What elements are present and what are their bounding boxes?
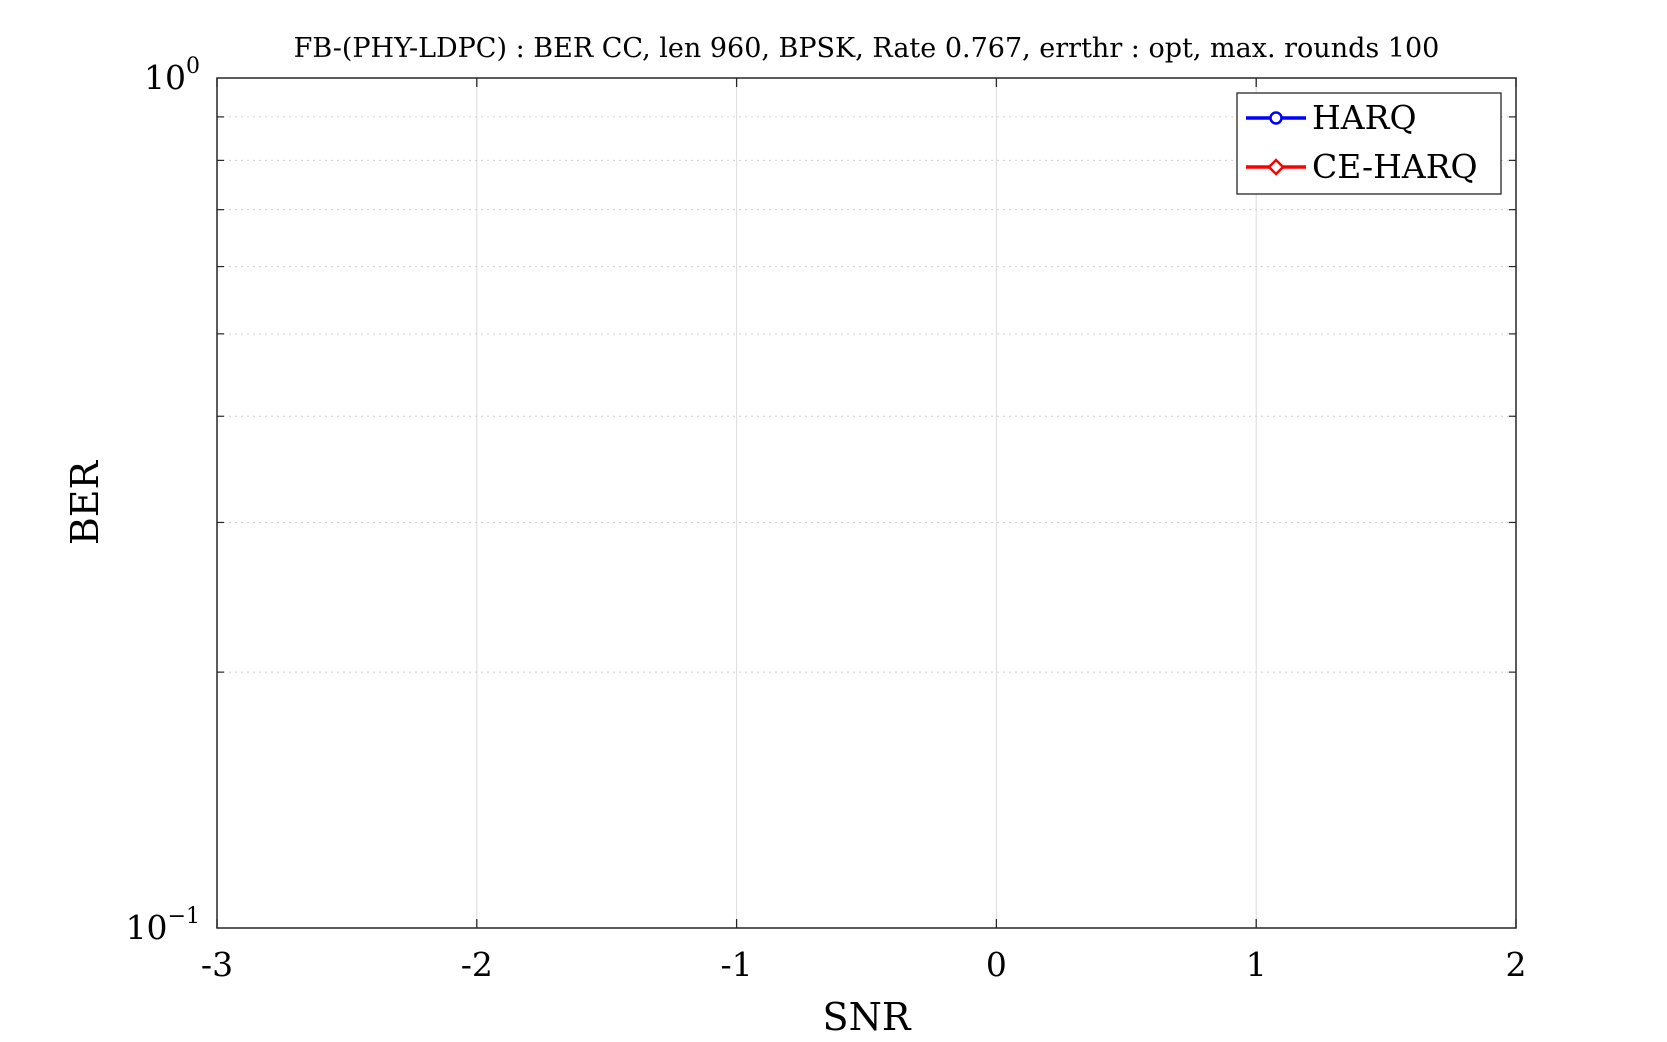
y-tick-base: 10 bbox=[144, 58, 186, 97]
y-tick-exponent: 0 bbox=[186, 54, 200, 79]
legend-box bbox=[1236, 92, 1502, 195]
x-tick-label: 0 bbox=[986, 945, 1007, 984]
x-tick-label: 1 bbox=[1246, 945, 1267, 984]
axis-ticks bbox=[216, 78, 1517, 928]
x-tick-label: -2 bbox=[461, 945, 493, 984]
legend-label: HARQ bbox=[1312, 98, 1417, 137]
y-tick-label: 100 bbox=[144, 54, 200, 97]
y-tick-base: 10 bbox=[126, 908, 168, 947]
grid bbox=[217, 78, 1516, 928]
legend-circle-marker bbox=[1269, 111, 1283, 125]
x-tick-labels: -3 -2 -1 0 1 2 bbox=[201, 945, 1527, 984]
x-axis-label: SNR bbox=[823, 995, 912, 1039]
chart-title: FB-(PHY-LDPC) : BER CC, len 960, BPSK, R… bbox=[294, 33, 1440, 64]
legend-diamond-marker bbox=[1267, 158, 1285, 176]
legend: HARQ CE-HARQ bbox=[1236, 92, 1502, 195]
legend-label: CE-HARQ bbox=[1312, 147, 1478, 186]
y-axis-label: BER bbox=[63, 459, 107, 545]
y-tick-label: 10−1 bbox=[126, 904, 200, 947]
plot-frame bbox=[216, 77, 1517, 929]
x-tick-label: 2 bbox=[1506, 945, 1527, 984]
y-tick-exponent: −1 bbox=[168, 904, 200, 929]
x-tick-label: -3 bbox=[201, 945, 233, 984]
x-tick-label: -1 bbox=[721, 945, 753, 984]
